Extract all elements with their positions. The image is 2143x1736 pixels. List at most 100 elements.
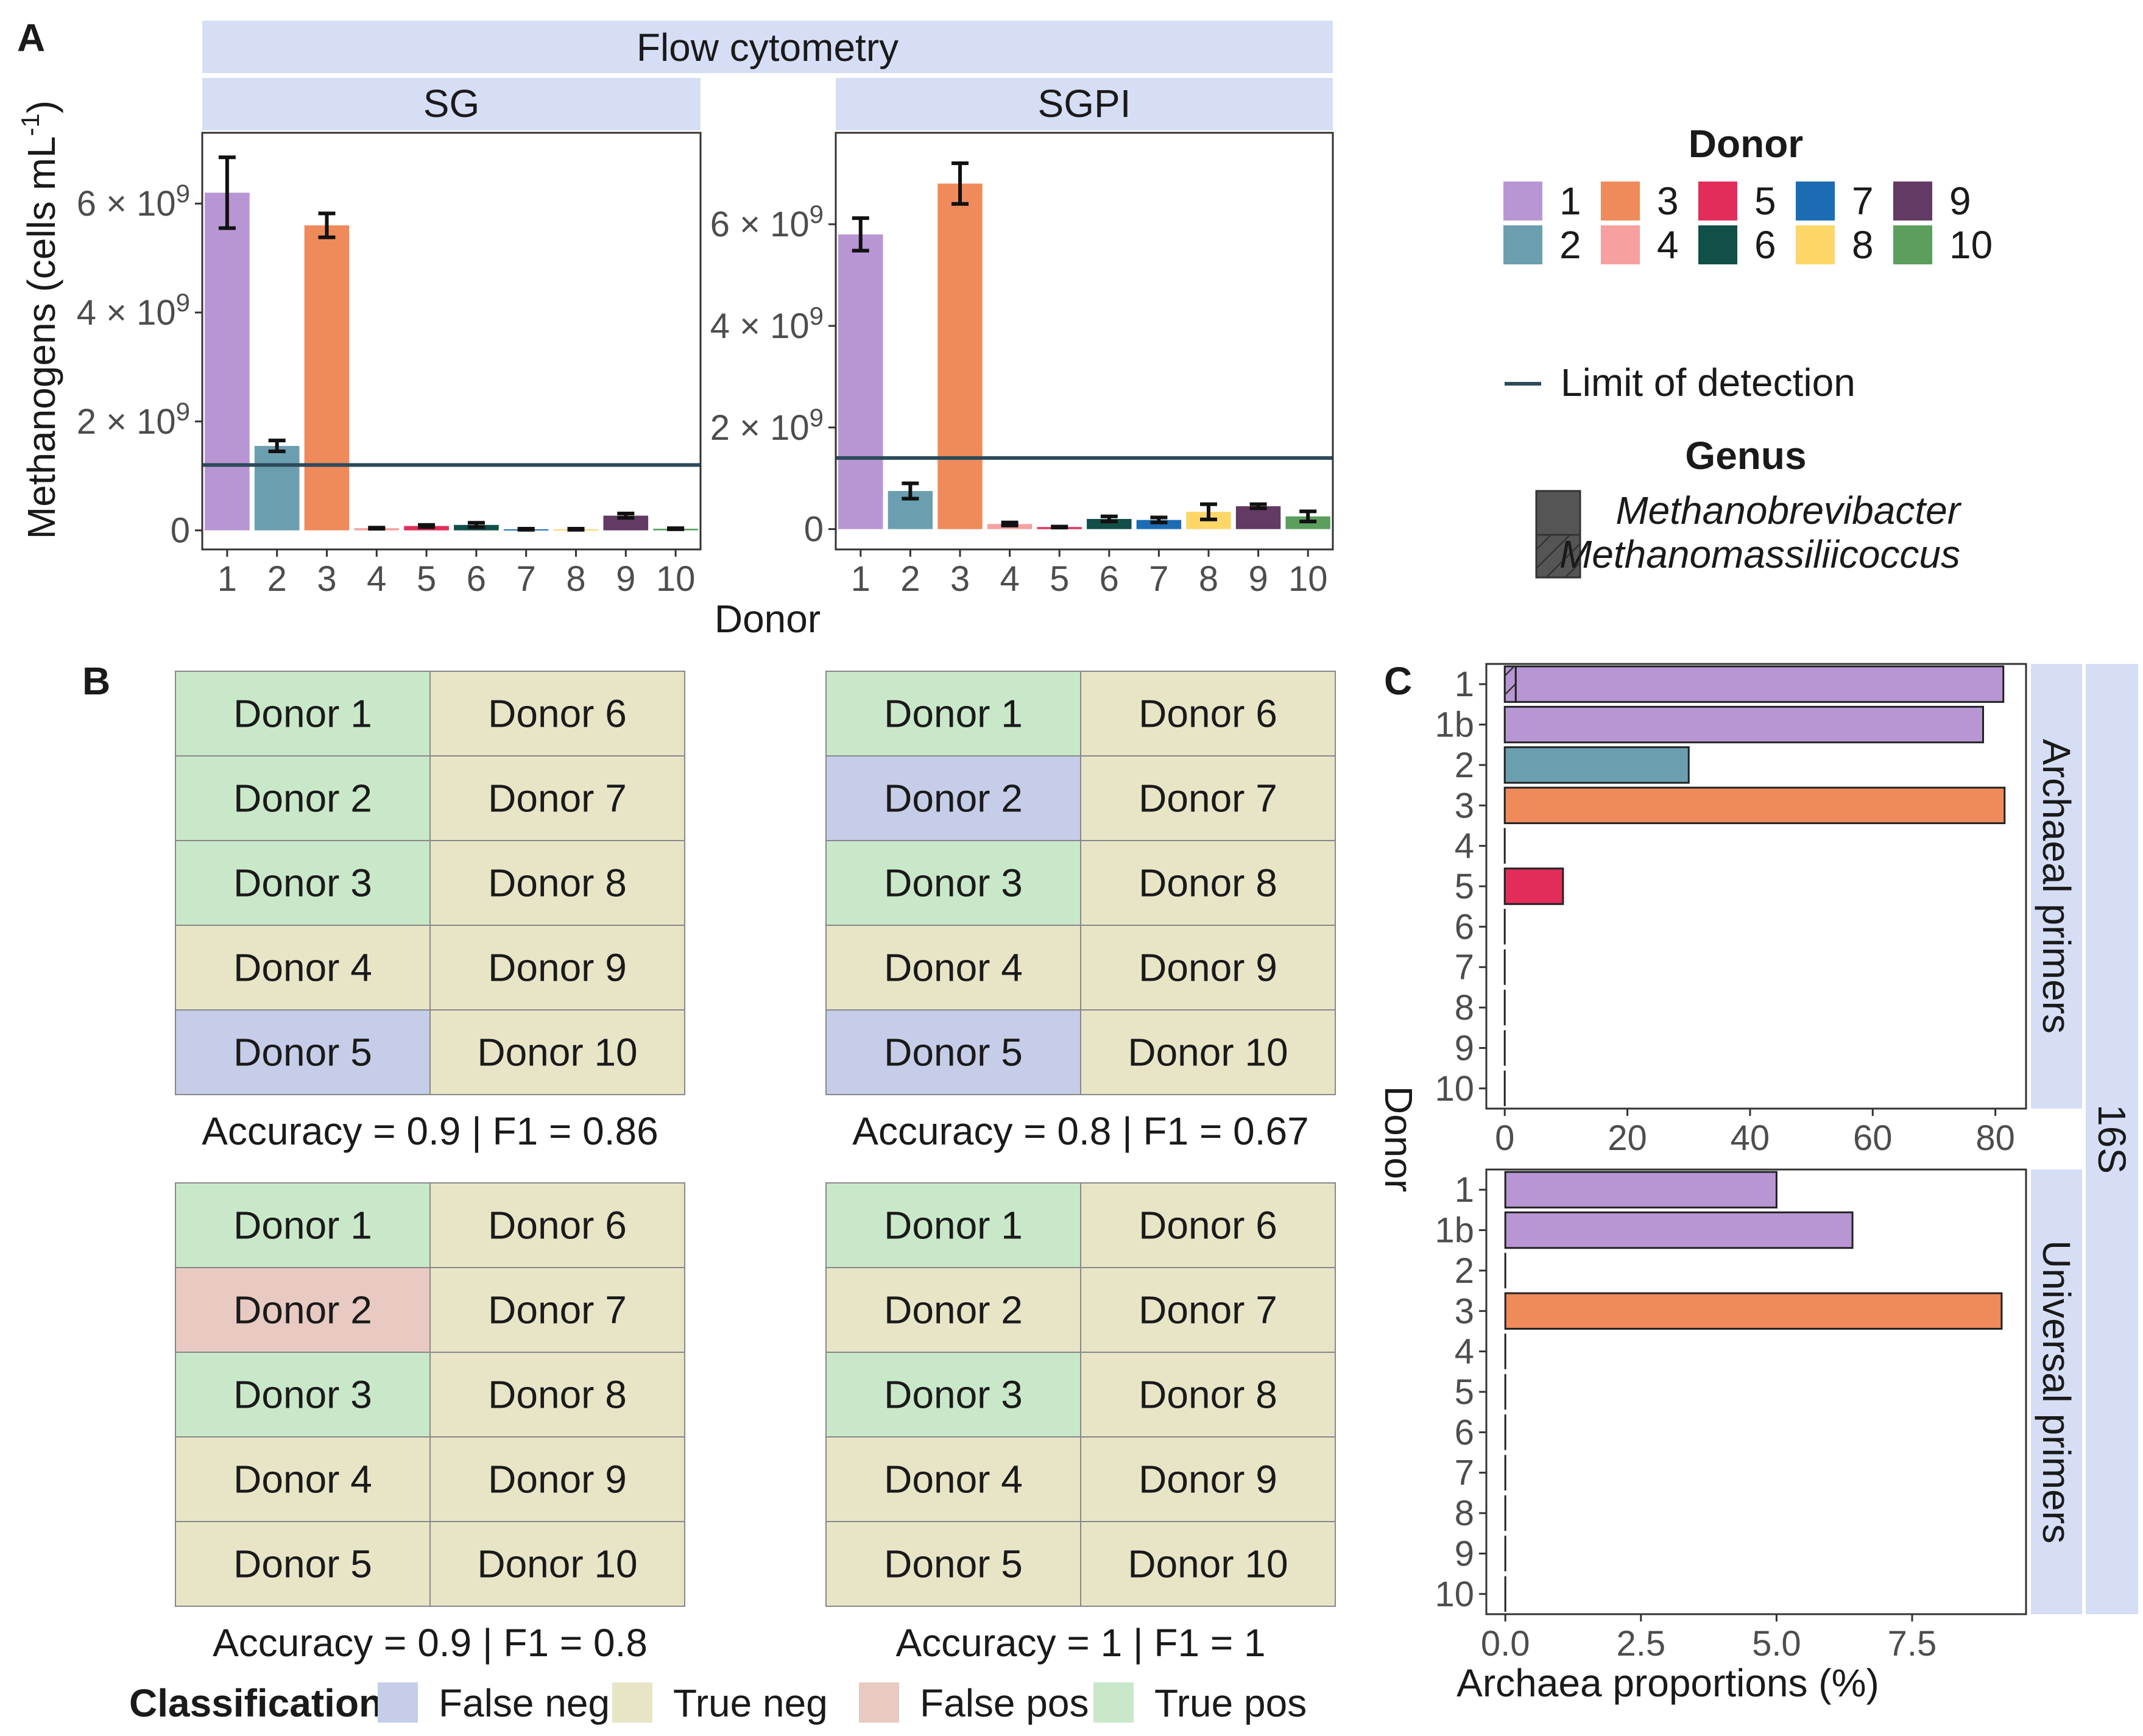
grid3-cell-label: Donor 2 [233, 1288, 372, 1332]
legend-label-donor-1: 1 [1559, 179, 1581, 223]
archaeal-ytick-label: 7 [1455, 948, 1474, 987]
grid4-cell-label: Donor 9 [1139, 1458, 1277, 1501]
sg-ytick-label: 4 × 109 [77, 288, 190, 333]
legend-swatch-donor-9 [1893, 182, 1932, 221]
sg-xtick-label: 6 [467, 559, 486, 599]
sgpi-plot-border [835, 132, 1334, 551]
grid2-cell-label: Donor 10 [1128, 1031, 1288, 1074]
classification-label-true-pos: True pos [1154, 1681, 1307, 1725]
universal-xtick-label: 5.0 [1752, 1624, 1801, 1664]
strip-sg [202, 78, 701, 130]
legend-label-donor-2: 2 [1559, 223, 1581, 267]
universal-ytick-label: 4 [1455, 1332, 1474, 1372]
universal-ytick-label: 10 [1435, 1575, 1474, 1614]
grid1-cell-7 [429, 755, 685, 841]
grid1-cell-label: Donor 4 [233, 946, 372, 990]
legend-swatch-donor-5 [1698, 182, 1737, 221]
classification-swatch-true-neg [612, 1682, 652, 1723]
grid3-cell-label: Donor 1 [233, 1204, 372, 1247]
archaeal-ytick-label: 4 [1455, 827, 1474, 866]
outer-strip-16s: 16S [2090, 1104, 2134, 1174]
universal-xtick-label: 7.5 [1888, 1624, 1937, 1664]
legend-swatch-donor-1 [1503, 182, 1542, 221]
sg-plot-border [201, 132, 702, 551]
classification-label-false-pos: False pos [920, 1681, 1089, 1725]
archaeal-bar-methanobrevibacter-2 [1503, 746, 1690, 784]
archaeal-bar-methanobrevibacter-3 [1503, 786, 2006, 824]
legend-swatch-donor-2 [1503, 225, 1542, 264]
legend-swatch-donor-4 [1601, 225, 1640, 264]
classification-label-false-neg: False neg [439, 1681, 610, 1725]
grid2-cell-label: Donor 5 [884, 1031, 1023, 1074]
universal-bar-methanobrevibacter-1 [1504, 1171, 1778, 1208]
grid4-cell-8 [1080, 1352, 1336, 1438]
grid4-cell-label: Donor 5 [884, 1542, 1023, 1586]
grid1-cell-9 [429, 925, 685, 1011]
archaeal-ytick-label: 1b [1435, 705, 1474, 745]
grid3-cell-4 [175, 1436, 431, 1522]
sgpi-bar-donor-6 [1087, 518, 1132, 529]
archaeal-xtick-label: 40 [1731, 1118, 1770, 1158]
ytick-mantissa: 2 × 10 [710, 408, 810, 448]
sgpi-xtick-label: 3 [950, 559, 970, 599]
grid3-caption: Accuracy = 0.9 | F1 = 0.8 [213, 1621, 648, 1665]
universal-ytick-label: 3 [1455, 1291, 1474, 1331]
sg-xtick-label: 9 [616, 559, 635, 599]
legend-donor: Donor 12 34 56 78 910 [1503, 122, 1993, 267]
grid2-cell-label: Donor 8 [1139, 861, 1277, 905]
y-axis-title-close: ) [19, 101, 63, 113]
grid4-cell-10 [1080, 1521, 1336, 1607]
ytick-exponent: 9 [810, 403, 824, 432]
grid4-cell-label: Donor 1 [884, 1204, 1023, 1247]
sgpi-xtick-label: 6 [1100, 559, 1119, 599]
grid3-cell-6 [429, 1182, 685, 1268]
grid1-cell-label: Donor 6 [488, 692, 627, 736]
archaeal-bar-methanobrevibacter-1 [1514, 665, 2005, 703]
grid1-cell-label: Donor 1 [233, 692, 372, 736]
archaeal-ytick-label: 10 [1435, 1069, 1474, 1109]
sgpi-xtick-label: 10 [1288, 559, 1328, 599]
grid3-cell-5 [175, 1521, 431, 1607]
sg-bar-donor-3 [304, 225, 350, 531]
archaeal-bar-methanobrevibacter-1b [1503, 705, 1985, 744]
legend-label-donor-8: 8 [1852, 223, 1874, 267]
strip-flow-cytometry [202, 21, 1333, 73]
grid4-cell-3 [825, 1352, 1081, 1438]
grid2-cell-1 [825, 671, 1081, 757]
classification-swatch-false-neg [378, 1682, 418, 1723]
grid3-cell-label: Donor 5 [233, 1542, 372, 1586]
universal-ytick-label: 9 [1455, 1534, 1474, 1573]
sg-ytick-label: 2 × 109 [77, 397, 190, 442]
panel-b-confusion-grids: Donor 1 Donor 2 Donor 3 Donor 4 Donor 5 Donor… [175, 671, 1336, 1665]
grid4-cell-label: Donor 7 [1139, 1288, 1277, 1332]
grid1-caption: Accuracy = 0.9 | F1 = 0.86 [202, 1109, 658, 1153]
grid3-cell-label: Donor 6 [488, 1204, 627, 1247]
grid1-cell-label: Donor 9 [488, 946, 627, 990]
archaeal-xtick-label: 0 [1495, 1118, 1514, 1158]
grid2-cell-label: Donor 9 [1139, 946, 1277, 990]
ytick-mantissa: 6 × 10 [710, 205, 810, 244]
legend-swatch-donor-7 [1796, 182, 1835, 221]
archaeal-ytick-label: 8 [1455, 988, 1474, 1028]
strip-universal-primers [2031, 1170, 2082, 1614]
panel-c-x-axis-title: Archaea proportions (%) [1456, 1661, 1879, 1705]
archaeal-xtick-label: 20 [1608, 1118, 1647, 1158]
grid4-cell-6 [1080, 1182, 1336, 1268]
grid4-cell-5 [825, 1521, 1081, 1607]
legend-swatch-donor-8 [1796, 225, 1835, 264]
archaeal-ytick-label: 3 [1455, 786, 1474, 825]
grid2-cell-9 [1080, 925, 1336, 1011]
universal-xtick-label: 0.0 [1481, 1624, 1530, 1664]
grid1-cell-8 [429, 840, 685, 926]
grid1-cell-1 [175, 671, 431, 757]
grid4-cell-label: Donor 10 [1128, 1542, 1288, 1586]
sgpi-bar-donor-7 [1136, 520, 1182, 529]
grid4-cell-label: Donor 8 [1139, 1373, 1277, 1417]
ytick-exponent: 9 [810, 200, 824, 228]
grid2-cell-label: Donor 6 [1139, 692, 1277, 736]
genus-label-methanobrevibacter: Methanobrevibacter [1615, 489, 1961, 532]
legend-lod: Limit of detection [1505, 361, 1855, 404]
grid4-cell-label: Donor 3 [884, 1373, 1023, 1417]
grid2-cell-label: Donor 7 [1139, 777, 1277, 820]
archaeal-bar-methanobrevibacter-5 [1503, 867, 1564, 905]
